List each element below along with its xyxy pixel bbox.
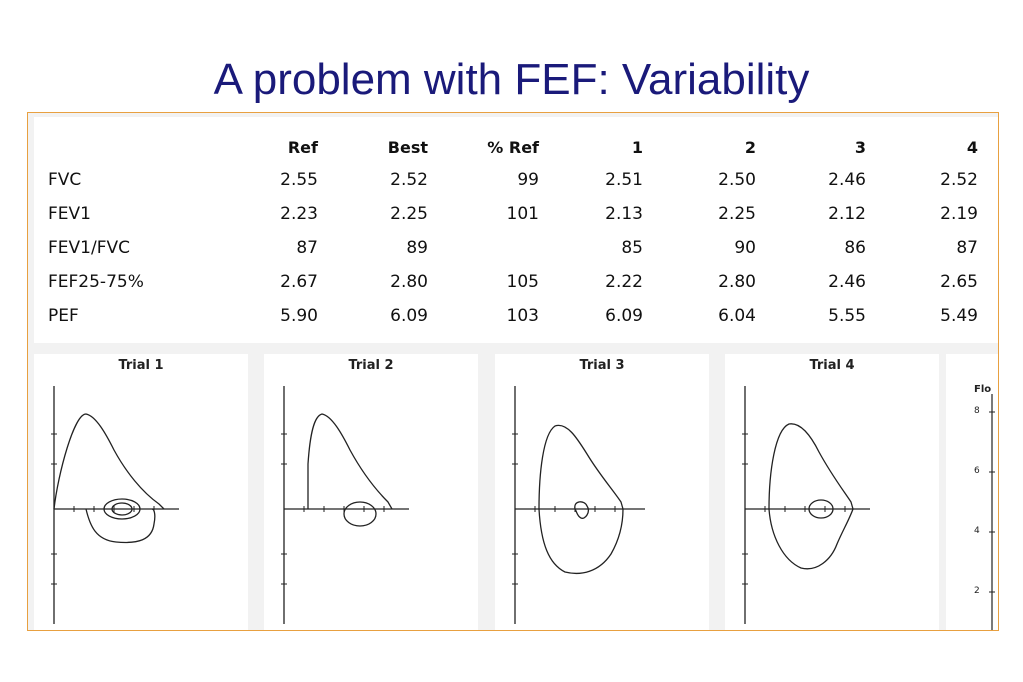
table-cell: 2.46	[828, 170, 866, 190]
table-cell: 2.46	[828, 272, 866, 292]
table-cell: 2.19	[940, 204, 978, 224]
table-cell: 86	[844, 238, 866, 258]
flow-tick-label: 4	[974, 526, 980, 536]
table-cell: 2.51	[605, 170, 643, 190]
table-cell: 2.67	[280, 272, 318, 292]
flow-volume-loop-3	[512, 386, 645, 624]
table-cell: 2.55	[280, 170, 318, 190]
inspiratory-curve	[85, 508, 156, 544]
table-cell: 2.13	[605, 204, 643, 224]
flow-axis-label: Flo	[974, 384, 992, 395]
table-cell	[428, 231, 539, 265]
expiratory-curve	[53, 413, 165, 510]
tidal-loop	[574, 501, 589, 519]
table-row: FEF25-75% 2.67 2.80 105 2.22 2.80 2.46 2…	[48, 265, 978, 299]
expiratory-curve	[307, 413, 393, 510]
table-cell: 6.09	[390, 306, 428, 326]
slide-title: A problem with FEF: Variability	[213, 55, 810, 104]
results-table: Ref Best % Ref 1 2 3 4 FVC 2.55 2.52 99 …	[48, 131, 978, 333]
column-header	[48, 131, 256, 163]
column-header-trial-4: 4	[966, 137, 978, 157]
spirometry-figure: Ref Best % Ref 1 2 3 4 FVC 2.55 2.52 99 …	[27, 112, 999, 631]
table-cell: 2.52	[390, 170, 428, 190]
table-cell: 89	[406, 238, 428, 258]
flow-volume-loop-2	[281, 386, 409, 624]
table-cell: 101	[506, 204, 539, 224]
tidal-loop	[103, 498, 141, 520]
table-cell: 2.22	[605, 272, 643, 292]
flow-volume-loop-4	[742, 386, 870, 624]
inspiratory-curve	[768, 508, 854, 570]
flow-tick-label: 6	[974, 466, 980, 476]
expiratory-curve	[538, 424, 624, 510]
trial-1-panel: Trial 1	[34, 354, 248, 630]
flow-volume-loop-1	[51, 386, 179, 624]
table-cell: 2.25	[390, 204, 428, 224]
trial-title: Trial 4	[809, 358, 855, 373]
table-cell: 85	[621, 238, 643, 258]
column-header-pct-ref: % Ref	[487, 137, 539, 157]
table-cell: 105	[506, 272, 539, 292]
table-cell: 99	[517, 170, 539, 190]
table-cell: 103	[506, 306, 539, 326]
table-cell: 2.12	[828, 204, 866, 224]
table-cell: 2.80	[390, 272, 428, 292]
table-cell: 87	[296, 238, 318, 258]
table-cell: 90	[734, 238, 756, 258]
table-cell: 5.90	[280, 306, 318, 326]
table-header-row: Ref Best % Ref 1 2 3 4	[48, 131, 978, 163]
table-row: PEF 5.90 6.09 103 6.09 6.04 5.55 5.49	[48, 299, 978, 333]
row-label: FEV1/FVC	[48, 238, 130, 258]
tidal-loop	[808, 499, 834, 519]
table-row: FEV1 2.23 2.25 101 2.13 2.25 2.12 2.19	[48, 197, 978, 231]
flow-tick-label: 2	[974, 586, 980, 596]
row-label: FEV1	[48, 204, 91, 224]
column-header-trial-1: 1	[631, 137, 643, 157]
flow-axis-panel: Flo 8 6 4 2	[946, 354, 998, 630]
column-header-best: Best	[387, 137, 428, 157]
inspiratory-curve	[538, 508, 624, 575]
table-cell: 6.04	[718, 306, 756, 326]
column-header-ref: Ref	[287, 137, 318, 157]
tidal-loop	[343, 501, 377, 527]
column-header-trial-2: 2	[744, 137, 756, 157]
row-label: FVC	[48, 170, 82, 190]
trial-4-panel: Trial 4	[725, 354, 939, 630]
trial-3-panel: Trial 3	[495, 354, 709, 630]
table-cell: 2.25	[718, 204, 756, 224]
table-cell: 2.52	[940, 170, 978, 190]
table-cell: 2.80	[718, 272, 756, 292]
table-cell: 87	[956, 238, 978, 258]
row-label: FEF25-75%	[48, 272, 144, 292]
flow-tick-label: 8	[974, 406, 980, 416]
trial-2-panel: Trial 2	[264, 354, 478, 630]
table-cell: 6.09	[605, 306, 643, 326]
results-table-panel: Ref Best % Ref 1 2 3 4 FVC 2.55 2.52 99 …	[34, 117, 998, 343]
column-header-trial-3: 3	[854, 137, 866, 157]
table-row: FEV1/FVC 87 89 85 90 86 87	[48, 231, 978, 265]
table-cell: 2.23	[280, 204, 318, 224]
expiratory-curve	[768, 423, 854, 510]
trial-title: Trial 1	[118, 358, 164, 373]
table-cell: 2.50	[718, 170, 756, 190]
row-label: PEF	[48, 306, 79, 326]
table-cell: 2.65	[940, 272, 978, 292]
table-cell: 5.49	[940, 306, 978, 326]
flow-axis-line	[989, 394, 995, 630]
table-row: FVC 2.55 2.52 99 2.51 2.50 2.46 2.52	[48, 163, 978, 197]
trial-title: Trial 2	[348, 358, 394, 373]
table-cell: 5.55	[828, 306, 866, 326]
trial-title: Trial 3	[579, 358, 625, 373]
